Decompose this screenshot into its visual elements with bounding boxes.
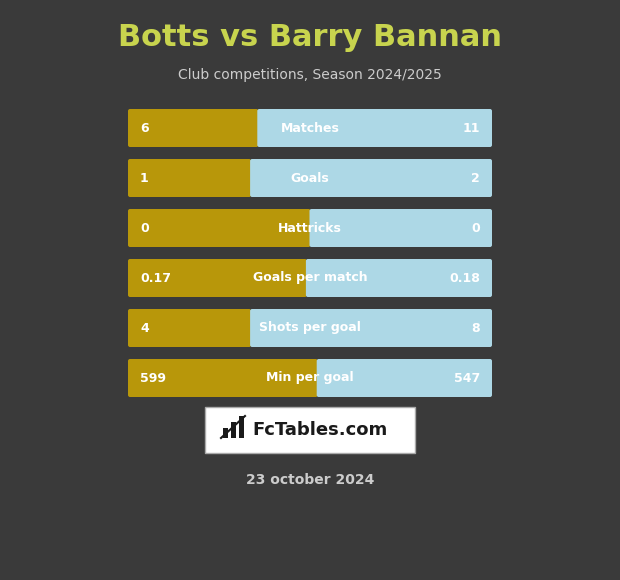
FancyBboxPatch shape (128, 309, 251, 347)
Text: 0: 0 (140, 222, 149, 234)
FancyBboxPatch shape (239, 416, 244, 438)
Text: 11: 11 (463, 121, 480, 135)
FancyBboxPatch shape (250, 309, 492, 347)
Text: 0.17: 0.17 (140, 271, 171, 285)
Text: Matches: Matches (281, 121, 339, 135)
Text: 0.18: 0.18 (449, 271, 480, 285)
Text: Club competitions, Season 2024/2025: Club competitions, Season 2024/2025 (178, 68, 442, 82)
Text: 23 october 2024: 23 october 2024 (246, 473, 374, 487)
FancyBboxPatch shape (128, 109, 259, 147)
FancyBboxPatch shape (128, 359, 317, 397)
Text: 599: 599 (140, 372, 166, 385)
Text: Goals per match: Goals per match (253, 271, 367, 285)
Text: Goals: Goals (291, 172, 329, 184)
FancyBboxPatch shape (317, 359, 492, 397)
Text: Min per goal: Min per goal (266, 372, 354, 385)
FancyBboxPatch shape (231, 422, 236, 438)
Text: 547: 547 (454, 372, 480, 385)
FancyBboxPatch shape (223, 428, 228, 438)
FancyBboxPatch shape (128, 259, 307, 297)
Text: 6: 6 (140, 121, 149, 135)
FancyBboxPatch shape (306, 259, 492, 297)
Text: 0: 0 (471, 222, 480, 234)
Text: Hattricks: Hattricks (278, 222, 342, 234)
Text: 8: 8 (471, 321, 480, 335)
FancyBboxPatch shape (257, 109, 492, 147)
Text: Shots per goal: Shots per goal (259, 321, 361, 335)
Text: 1: 1 (140, 172, 149, 184)
Text: 4: 4 (140, 321, 149, 335)
FancyBboxPatch shape (128, 209, 311, 247)
FancyBboxPatch shape (250, 159, 492, 197)
Text: 2: 2 (471, 172, 480, 184)
FancyBboxPatch shape (128, 159, 251, 197)
FancyBboxPatch shape (309, 209, 492, 247)
Text: FcTables.com: FcTables.com (252, 421, 388, 439)
FancyBboxPatch shape (205, 407, 415, 453)
Text: Botts vs Barry Bannan: Botts vs Barry Bannan (118, 24, 502, 53)
